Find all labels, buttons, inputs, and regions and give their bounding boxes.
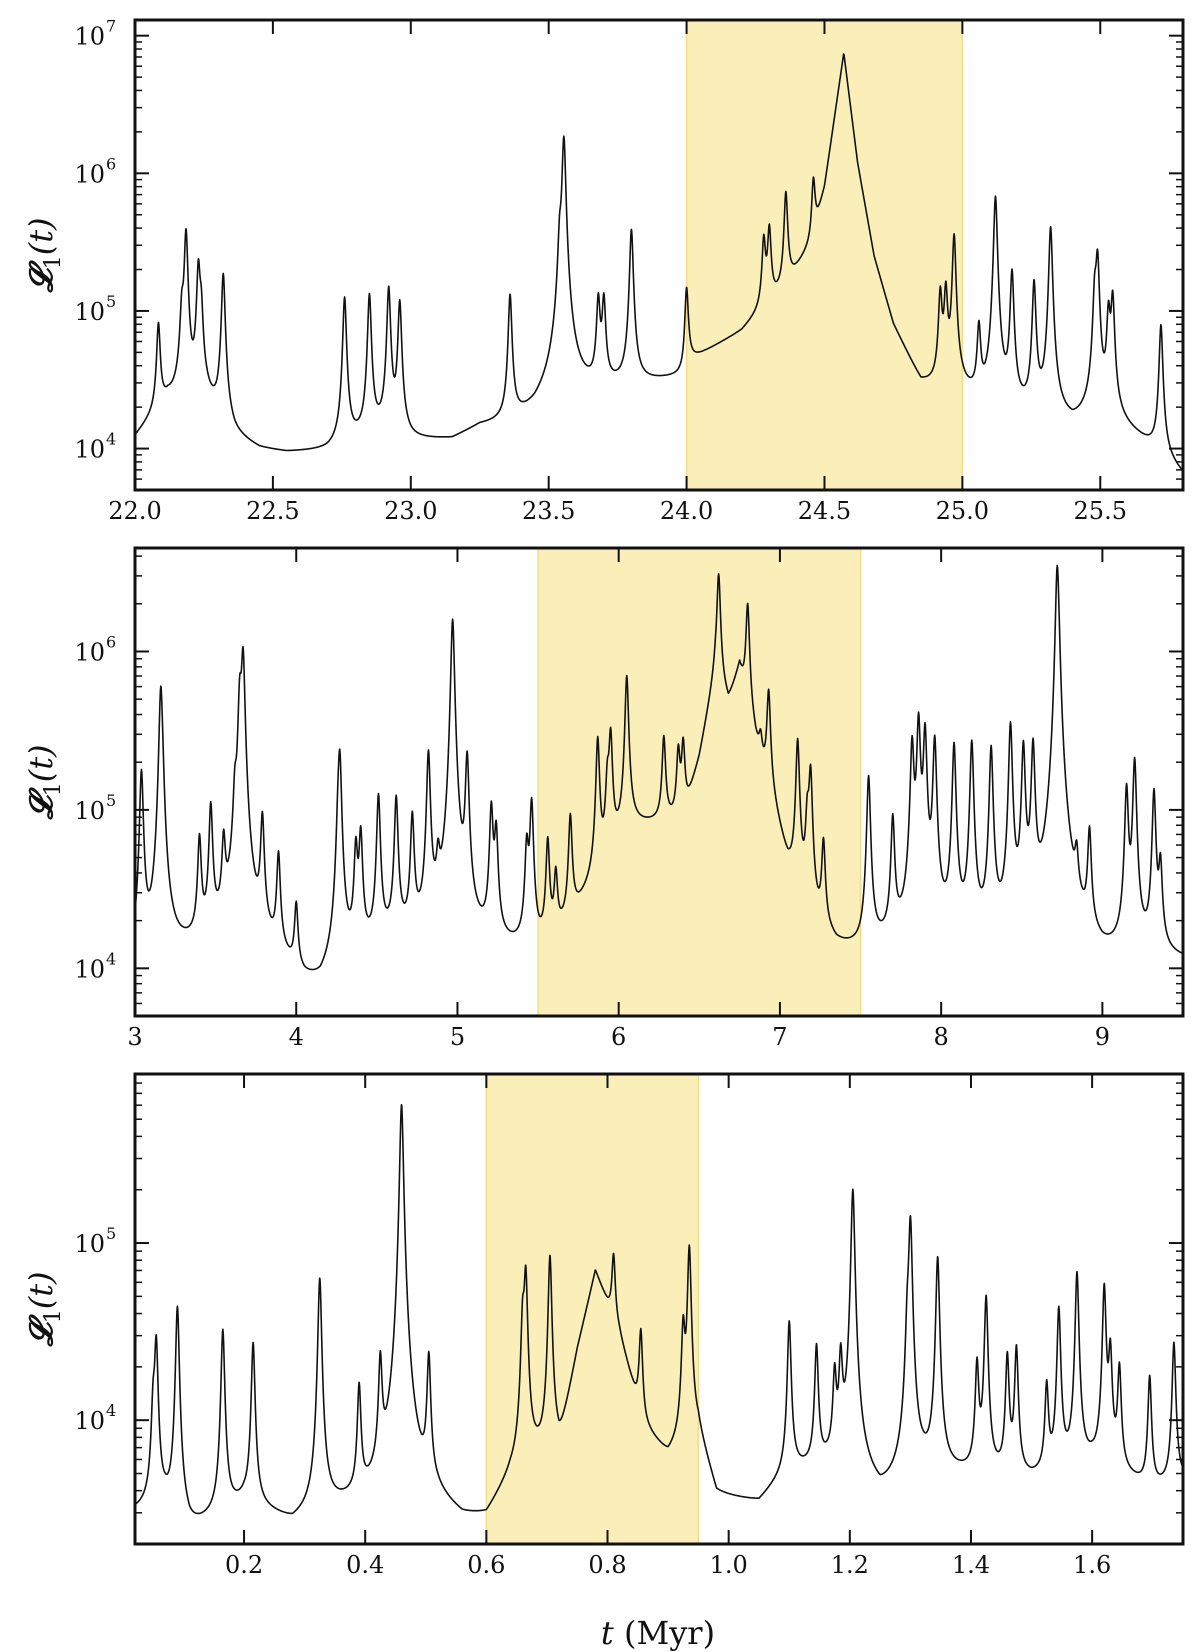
x-tick-label: 4 xyxy=(289,1023,304,1051)
y-tick-label: 10 xyxy=(74,436,105,464)
plot-frame xyxy=(133,18,1185,492)
x-tick-label: 25.5 xyxy=(1074,497,1127,525)
data-series-line xyxy=(135,53,1183,472)
y-tick-exponent: 4 xyxy=(106,949,116,968)
x-axis-title: t (Myr) xyxy=(601,1614,715,1652)
x-tick-label: 22.0 xyxy=(108,497,161,525)
y-axis-title: 𝓛1(t) xyxy=(22,217,66,293)
x-tick-label: 1.4 xyxy=(952,1551,990,1579)
y-tick-exponent: 7 xyxy=(106,17,116,36)
x-tick-label: 0.6 xyxy=(467,1551,505,1579)
y-tick-exponent: 5 xyxy=(106,791,116,810)
y-tick-exponent: 5 xyxy=(106,292,116,311)
y-tick-exponent: 4 xyxy=(106,430,116,449)
plot-frame xyxy=(133,1072,1185,1546)
x-tick-label: 3 xyxy=(127,1023,142,1051)
x-tick-label: 1.2 xyxy=(831,1551,869,1579)
x-tick-label: 22.5 xyxy=(246,497,299,525)
y-tick-label: 10 xyxy=(74,955,105,983)
x-tick-label: 1.6 xyxy=(1073,1551,1111,1579)
x-tick-label: 7 xyxy=(772,1023,787,1051)
plot-frame xyxy=(133,546,1185,1018)
panel-bottom: 0.2 0.4 0.6 0.8 1.0 1.2 1.4 1.610 410 5𝓛1(t) xyxy=(22,1072,1185,1579)
data-series-line xyxy=(135,1103,1183,1515)
y-tick-label: 10 xyxy=(74,797,105,825)
y-axis-subscript: 1 xyxy=(41,255,66,269)
x-tick-label: 0.2 xyxy=(225,1551,263,1579)
y-axis-subscript: 1 xyxy=(41,782,66,796)
x-tick-label: 0.4 xyxy=(346,1551,384,1579)
x-tick-label: 9 xyxy=(1095,1023,1110,1051)
x-tick-label: 23.5 xyxy=(522,497,575,525)
y-tick-exponent: 6 xyxy=(106,632,116,651)
x-tick-label: 6 xyxy=(611,1023,626,1051)
x-tick-label: 25.0 xyxy=(936,497,989,525)
y-tick-exponent: 5 xyxy=(106,1224,116,1243)
y-axis-argument: (t) xyxy=(22,744,60,782)
highlight-band xyxy=(685,19,964,491)
y-tick-label: 10 xyxy=(74,23,105,51)
y-tick-label: 10 xyxy=(74,638,105,666)
x-tick-label: 24.5 xyxy=(798,497,851,525)
x-tick-label: 5 xyxy=(450,1023,465,1051)
x-tick-label: 1.0 xyxy=(710,1551,748,1579)
y-axis-subscript: 1 xyxy=(41,1309,66,1323)
x-axis-unit: (Myr) xyxy=(614,1614,715,1652)
y-tick-label: 10 xyxy=(74,160,105,188)
y-tick-label: 10 xyxy=(74,298,105,326)
y-axis-title: 𝓛1(t) xyxy=(22,744,66,820)
x-tick-label: 0.8 xyxy=(588,1551,626,1579)
y-tick-label: 10 xyxy=(74,1407,105,1435)
x-tick-label: 23.0 xyxy=(384,497,437,525)
y-tick-label: 10 xyxy=(74,1230,105,1258)
highlight-band xyxy=(537,547,862,1017)
y-axis-title: 𝓛1(t) xyxy=(22,1271,66,1347)
highlight-band xyxy=(485,1073,700,1545)
y-tick-exponent: 6 xyxy=(106,154,116,173)
x-axis-var: t xyxy=(601,1614,614,1652)
y-axis-argument: (t) xyxy=(22,217,60,255)
x-tick-label: 24.0 xyxy=(660,497,713,525)
y-tick-exponent: 4 xyxy=(106,1401,116,1420)
data-series-line xyxy=(135,564,1183,971)
y-axis-argument: (t) xyxy=(22,1271,60,1309)
x-tick-label: 8 xyxy=(934,1023,949,1051)
